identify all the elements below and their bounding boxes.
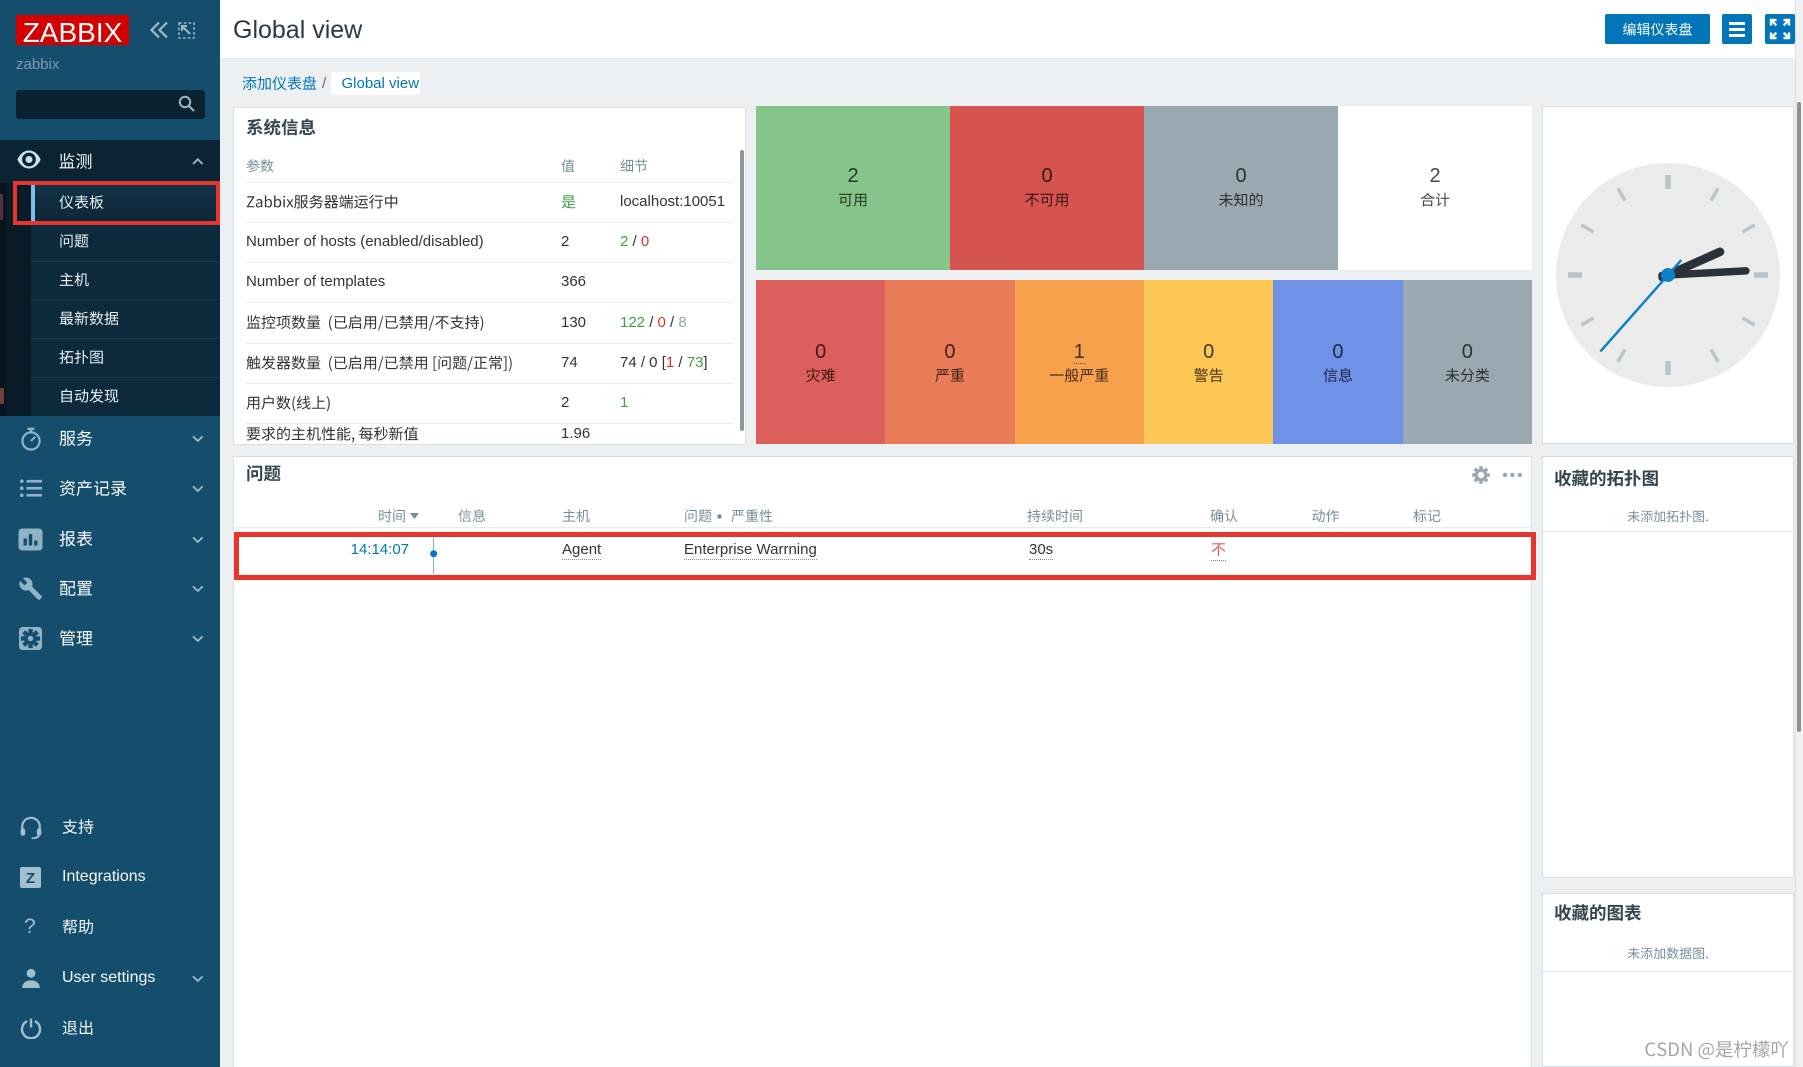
svg-text:Z: Z <box>26 870 35 887</box>
